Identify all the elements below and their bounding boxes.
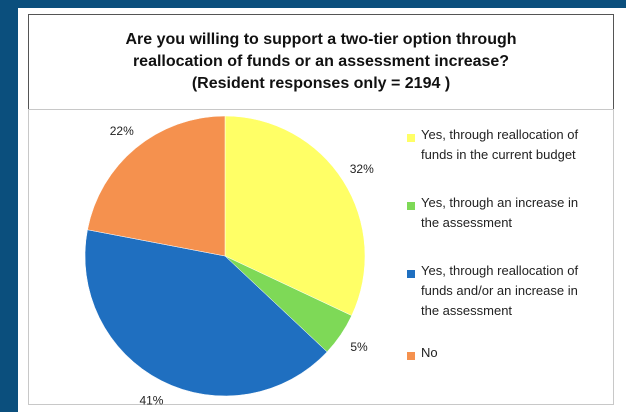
legend-swatch — [407, 352, 415, 360]
chart-title-line-2: reallocation of funds or an assessment i… — [132, 53, 510, 70]
chart-title-line-1: Are you willing to support a two-tier op… — [125, 31, 517, 48]
legend-swatch — [407, 134, 415, 142]
slide-panel: Are you willing to support a two-tier op… — [18, 8, 626, 412]
pie-chart: 32% 5% 41% 22% — [84, 115, 374, 406]
legend-item-yes-assessment-increase: Yes, through an increase in the assessme… — [407, 195, 617, 233]
legend-item-yes-reallocation-or-assessment: Yes, through reallocation of funds and/o… — [407, 263, 617, 321]
pie-slice-2 — [84, 229, 328, 397]
legend-label: No — [421, 345, 438, 360]
legend-label: Yes, through reallocation of funds and/o… — [421, 263, 579, 318]
chart-title-line-3: (Resident responses only = 2194 ) — [191, 75, 451, 92]
pie-data-label-2: 41% — [139, 393, 163, 406]
pie-slice-0 — [224, 115, 366, 316]
pie-data-label-3: 22% — [110, 124, 134, 138]
legend-swatch — [407, 202, 415, 210]
legend-item-no: No — [407, 345, 617, 363]
pie-data-label-1: 5% — [350, 340, 368, 354]
pie-slice-3 — [87, 115, 226, 257]
chart-area: 32% 5% 41% 22% Yes, through reallocation of… — [28, 109, 617, 406]
legend-item-yes-reallocation-current-budget: Yes, through reallocation of funds in th… — [407, 127, 617, 165]
legend-label: Yes, through reallocation of funds in th… — [421, 127, 579, 162]
legend-label: Yes, through an increase in the assessme… — [421, 195, 579, 230]
legend-swatch — [407, 270, 415, 278]
chart-title-box: Are you willing to support a two-tier op… — [28, 14, 614, 110]
pie-data-label-0: 32% — [350, 162, 374, 176]
